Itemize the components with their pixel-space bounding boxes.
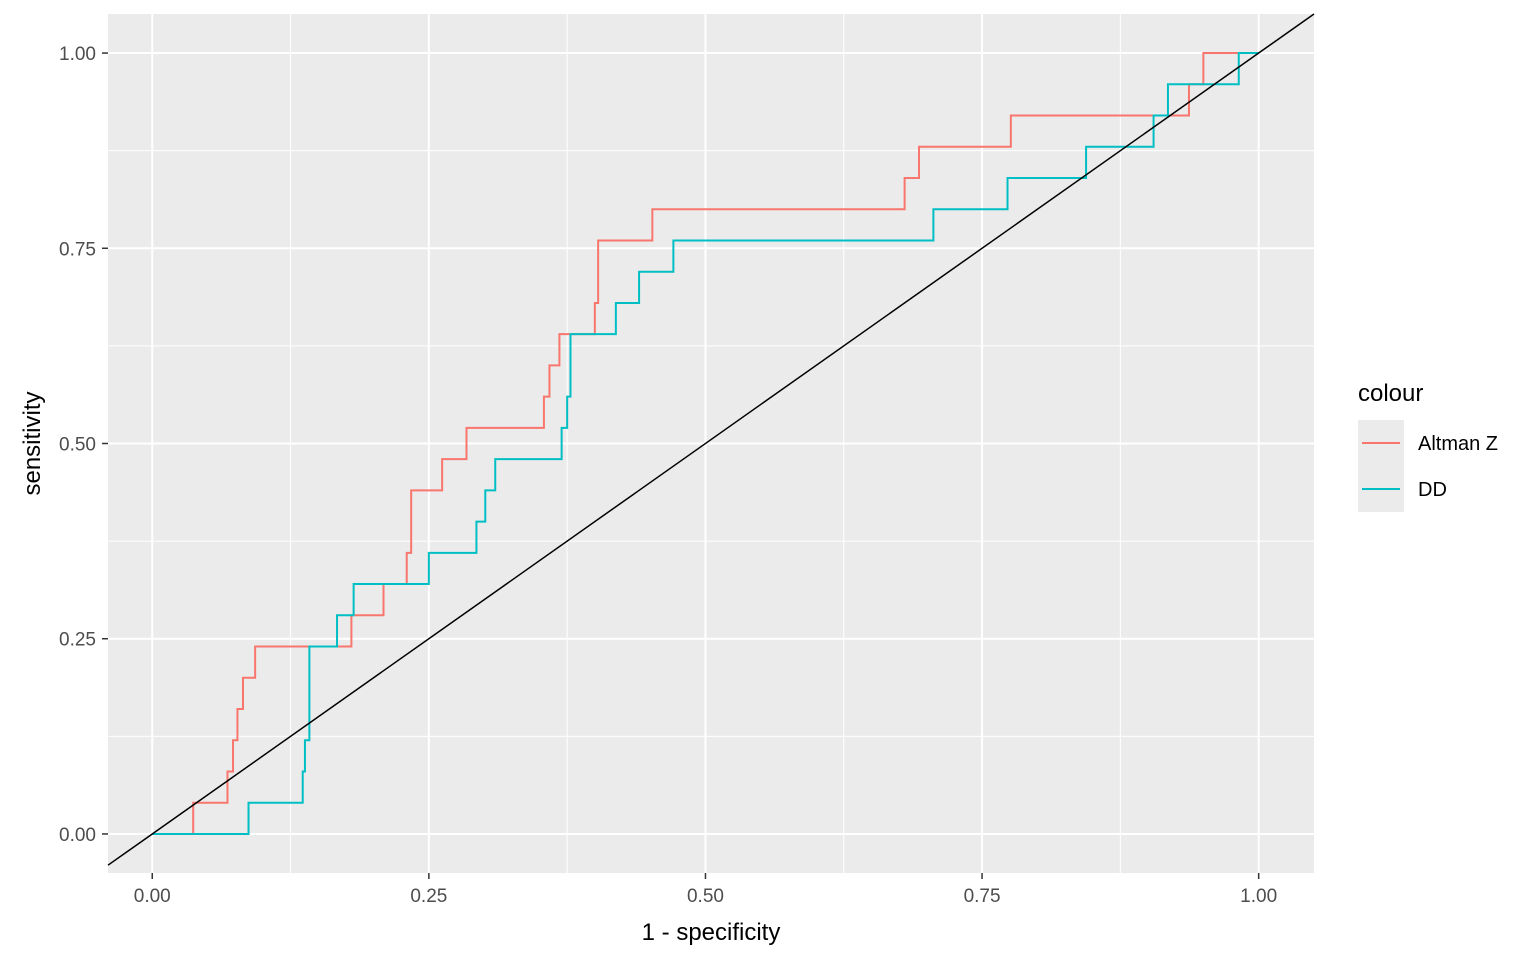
series-line-dd <box>152 52 1259 835</box>
reference-diagonal-line <box>107 13 1315 866</box>
series-line-altman-z <box>152 52 1239 835</box>
x-tick-label: 0.75 <box>964 886 1001 907</box>
y-tick-label: 0.00 <box>59 825 96 846</box>
y-axis-title: sensitivity <box>19 391 46 495</box>
legend-title: colour <box>1358 380 1423 407</box>
y-tick-label: 0.25 <box>59 630 96 651</box>
x-tick-label: 1.00 <box>1240 886 1277 907</box>
x-tick-label: 0.25 <box>410 886 447 907</box>
x-axis-title: 1 - specificity <box>642 919 781 946</box>
axis-tick-labels: 0.00 0.25 0.50 0.75 1.00 0.00 0.25 0.50 0.75 1.00 <box>59 44 1277 907</box>
legend: colour Altman Z DD <box>1358 380 1498 512</box>
x-tick-label: 0.50 <box>687 886 724 907</box>
y-tick-label: 1.00 <box>59 44 96 65</box>
legend-label: DD <box>1418 479 1447 501</box>
x-tick-label: 0.00 <box>134 886 171 907</box>
legend-label: Altman Z <box>1418 433 1498 455</box>
axis-ticks <box>102 52 1260 879</box>
y-tick-label: 0.50 <box>59 435 96 456</box>
y-tick-label: 0.75 <box>59 239 96 260</box>
series-layer <box>152 52 1259 835</box>
